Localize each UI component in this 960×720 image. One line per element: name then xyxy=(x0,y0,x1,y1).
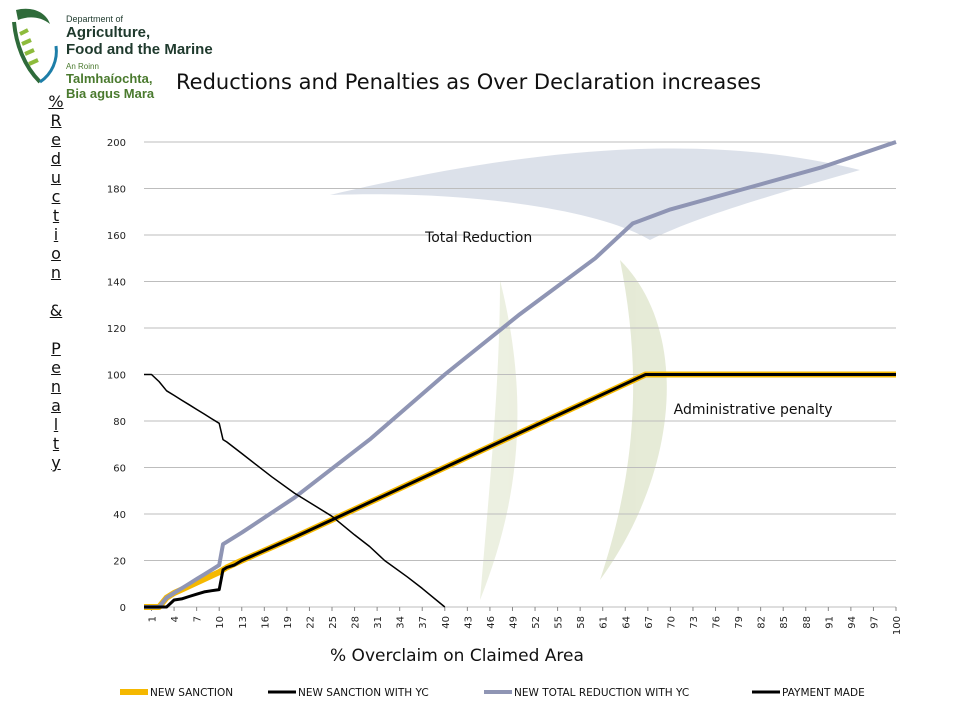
x-tick-label: 97 xyxy=(869,616,880,629)
x-tick-label: 22 xyxy=(305,616,316,629)
x-tick-label: 16 xyxy=(260,616,271,629)
x-tick-label: 46 xyxy=(486,616,497,629)
x-tick-label: 61 xyxy=(599,616,610,629)
legend-label: NEW SANCTION WITH YC xyxy=(298,687,429,699)
legend-label: NEW SANCTION xyxy=(150,687,233,699)
y-tick-label: 20 xyxy=(113,557,126,568)
y-tick-label: 80 xyxy=(113,417,126,428)
logo-emblem-icon xyxy=(12,8,58,84)
x-tick-label: 94 xyxy=(847,616,858,629)
y-tick-label: 100 xyxy=(107,371,126,382)
x-tick-label: 100 xyxy=(892,616,903,635)
chart-title: Reductions and Penalties as Over Declara… xyxy=(176,70,762,94)
x-tick-label: 37 xyxy=(418,616,429,629)
department-logo: Department of Agriculture, Food and the … xyxy=(6,4,216,101)
x-tick-label: 13 xyxy=(238,616,249,629)
legend-label: PAYMENT MADE xyxy=(782,687,865,699)
series-line-payment-made xyxy=(144,373,446,608)
x-tick-label: 88 xyxy=(802,616,813,629)
series-line-new-sanction-with-yc xyxy=(144,373,896,609)
x-tick-label: 91 xyxy=(824,616,835,629)
logo-text-dept: Department of xyxy=(66,14,124,24)
x-tick-label: 64 xyxy=(621,616,632,629)
y-tick-label: 200 xyxy=(107,138,126,149)
x-tick-label: 43 xyxy=(463,616,474,629)
y-tick-label: 0 xyxy=(120,603,126,614)
x-tick-label: 58 xyxy=(576,616,587,629)
x-tick-label: 49 xyxy=(508,616,519,629)
y-tick-label: 40 xyxy=(113,510,126,521)
x-tick-label: 31 xyxy=(373,616,384,629)
x-axis-label: % Overclaim on Claimed Area xyxy=(330,646,584,666)
y-tick-label: 140 xyxy=(107,278,126,289)
logo-text-food: Food and the Marine xyxy=(66,41,213,58)
x-tick-label: 82 xyxy=(757,616,768,629)
x-tick-label: 52 xyxy=(531,616,542,629)
y-tick-label: 60 xyxy=(113,464,126,475)
y-tick-label: 180 xyxy=(107,185,126,196)
x-tick-label: 55 xyxy=(554,616,565,629)
x-tick-label: 76 xyxy=(712,616,723,629)
logo-text-anroinn: An Roinn xyxy=(66,62,99,71)
x-tick-label: 70 xyxy=(666,616,677,629)
x-tick-label: 85 xyxy=(779,616,790,629)
series-line-new-total-reduction-with-yc xyxy=(144,140,897,609)
x-tick-label: 73 xyxy=(689,616,700,629)
x-tick-label: 7 xyxy=(193,616,204,622)
x-tick-label: 67 xyxy=(644,616,655,629)
x-tick-label: 4 xyxy=(170,616,181,622)
y-tick-label: 120 xyxy=(107,324,126,335)
x-tick-label: 28 xyxy=(351,616,362,629)
x-tick-label: 10 xyxy=(215,616,226,629)
legend-label: NEW TOTAL REDUCTION WITH YC xyxy=(514,687,689,699)
logo-text-talmh: Talmhaíochta, xyxy=(66,71,153,86)
x-tick-label: 40 xyxy=(441,616,452,629)
annotation-label: Administrative penalty xyxy=(674,402,833,418)
x-tick-label: 1 xyxy=(148,616,159,622)
x-tick-label: 79 xyxy=(734,616,745,629)
logo-text-agri: Agriculture, xyxy=(66,24,151,41)
y-tick-label: 160 xyxy=(107,231,126,242)
y-axis-label: % R e d u c t i o n & P e n a l t y xyxy=(48,92,64,472)
x-tick-label: 25 xyxy=(328,616,339,629)
x-tick-label: 19 xyxy=(283,616,294,629)
logo-text-bia: Bia agus Mara xyxy=(66,86,155,101)
annotation-label: Total Reduction xyxy=(424,230,532,246)
x-tick-label: 34 xyxy=(396,616,407,629)
